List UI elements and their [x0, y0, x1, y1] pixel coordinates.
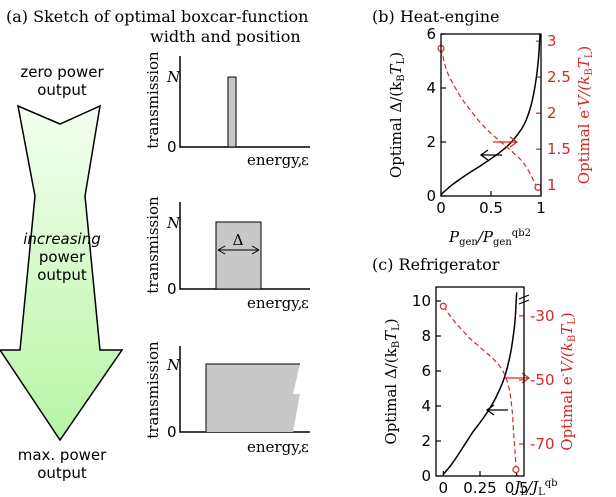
x-tick-label: 0: [439, 479, 449, 497]
sketch-wide: transmission N 0 energy, ε: [144, 341, 310, 456]
y-tick-label-right: 2: [547, 104, 557, 122]
x-tick-label: 0.5: [479, 199, 503, 217]
sketch1-ylabel: transmission: [144, 51, 162, 149]
panel-b-ylabel-left: Optimal Δ/(kBTL): [387, 52, 407, 178]
arrow-label-mid-2: power: [39, 248, 86, 266]
sketch1-xsymbol: ε: [301, 151, 309, 169]
left-axis-indicator-arrow-icon: [485, 404, 508, 416]
y-tick-label-left: 6: [421, 362, 431, 380]
sketch3-zero: 0: [167, 423, 177, 441]
sketch2-xsymbol: ε: [301, 294, 309, 312]
x-tick-label: 1: [536, 199, 546, 217]
arrow-label-top-1: zero power: [20, 63, 104, 81]
y-tick-label-right: -50: [530, 371, 555, 389]
panel-b-heat-engine: (b) Heat-engine 0 0.5 1 0 2 4 6 1 1.5 2 2.5 3 Optim…: [372, 7, 595, 248]
x-tick-label: 0.5: [505, 479, 529, 497]
panel-a-title-line2: width and position: [150, 27, 301, 46]
sketch1-n: N: [166, 68, 181, 86]
panel-c-ylabel-left: Optimal Δ/(kBTL): [382, 318, 402, 444]
panel-a: (a) Sketch of optimal boxcar-function wi…: [0, 7, 310, 482]
sketch3-xlabel: energy,: [247, 438, 302, 456]
y-tick-label-right: 3: [547, 32, 557, 50]
right-axis-indicator-arrow-icon: [493, 136, 519, 148]
delta-label: Δ: [233, 231, 244, 249]
y-tick-label-right: 2.5: [547, 68, 571, 86]
y-tick-label-left: 4: [426, 79, 436, 97]
sketch1-xlabel: energy,: [247, 151, 302, 169]
panel-b-frame: [440, 33, 542, 197]
y-tick-label-left: 2: [426, 133, 436, 151]
y-tick-label-left: 6: [426, 25, 436, 43]
power-arrow-icon: [0, 104, 124, 442]
y-tick-label-left: 4: [421, 397, 431, 415]
arrow-label-top-2: output: [37, 81, 87, 99]
sketch3-n: N: [166, 356, 181, 374]
sketch2-xlabel: energy,: [247, 294, 302, 312]
arrow-label-mid-1: increasing: [23, 230, 101, 248]
sketch2-n: N: [166, 214, 181, 232]
sketch3-ylabel: transmission: [144, 341, 162, 439]
boxcar-narrow: [227, 76, 237, 148]
arrow-label-mid-3: output: [37, 266, 87, 284]
panel-c-title: (c) Refrigerator: [372, 255, 500, 274]
panel-b-title: (b) Heat-engine: [372, 7, 500, 26]
heat-engine-position-curve: [440, 48, 539, 188]
panel-c-xlabel: JL/JLqb: [511, 478, 557, 497]
refrigerator-width-curve: [442, 292, 518, 475]
arrow-label-bot-2: output: [37, 464, 87, 482]
sketch3-xsymbol: ε: [301, 438, 309, 456]
panel-c-frame: [435, 286, 525, 477]
x-tick-label: 0: [436, 199, 446, 217]
sketch-narrow: transmission N 0 energy, ε: [144, 51, 310, 169]
sketch2-ylabel: transmission: [144, 196, 162, 294]
sketch-medium: Δ transmission N 0 energy, ε: [144, 196, 310, 312]
y-tick-label-right: -30: [530, 307, 555, 325]
heat-engine-width-curve: [440, 33, 541, 196]
refrigerator-position-curve: [442, 305, 517, 470]
y-tick-label-right: 1.5: [547, 140, 571, 158]
panel-c-ylabel-right: Optimal e-V/(kBTL): [558, 312, 578, 450]
refrigerator-position-start-dot: [439, 302, 447, 310]
y-tick-label-left: 0: [421, 467, 431, 485]
sketch1-zero: 0: [167, 138, 177, 156]
y-tick-label-left: 8: [421, 327, 431, 345]
right-axis-indicator-arrow-icon: [505, 372, 531, 384]
y-tick-label-right: -70: [530, 435, 555, 453]
panel-c-refrigerator: (c) Refrigerator 0 0.25 0.5 0 2 4 6 8 10 -30 -50 -7…: [372, 255, 578, 497]
y-tick-label-right: 1: [547, 176, 557, 194]
boxcar-medium: [215, 221, 262, 290]
left-axis-indicator-arrow-icon: [479, 149, 502, 161]
x-tick-label: 0.25: [463, 479, 496, 497]
sketch2-zero: 0: [167, 280, 177, 298]
heat-engine-position-end-dot: [534, 183, 542, 191]
y-tick-label-left: 0: [426, 187, 436, 205]
panel-b-ylabel-right: Optimal e-V/(kBTL): [575, 46, 595, 184]
panel-b-xlabel: Pgen/Pgenqb2: [448, 228, 531, 248]
boxcar-wide: [206, 364, 300, 432]
y-tick-label-left: 2: [421, 432, 431, 450]
panel-a-title: (a) Sketch of optimal boxcar-function: [6, 7, 308, 26]
refrigerator-position-end-dot: [512, 465, 520, 474]
y-tick-label-left: 10: [412, 292, 431, 310]
arrow-label-bot-1: max. power: [18, 446, 107, 464]
